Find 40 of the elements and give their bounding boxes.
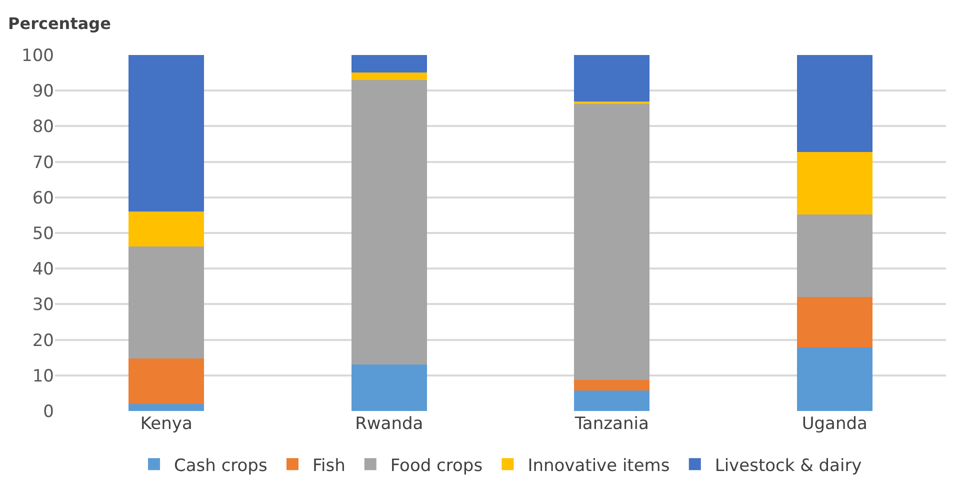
y-tick-label: 80 [32,117,54,138]
x-tick-label: Tanzania [574,414,649,434]
bar [351,72,427,80]
bar [128,358,204,404]
y-tick-label: 50 [32,224,54,244]
bar [128,211,204,247]
bar [574,55,650,102]
bar [128,55,204,212]
bar [128,246,204,358]
legend-label: Cash crops [174,456,268,476]
bar [796,348,872,411]
bar [128,404,204,411]
y-tick-label: 70 [32,152,54,173]
bar [351,364,427,411]
legend-label: Fish [312,456,346,476]
y-tick-label: 10 [32,366,54,386]
legend-label: Food crops [390,456,483,476]
y-axis-title: Percentage [8,14,112,33]
bar [796,297,872,348]
y-tick-label: 20 [32,330,54,351]
bar [796,55,872,152]
y-tick-label: 90 [32,82,54,102]
x-tick-label: Uganda [802,414,868,434]
x-tick-label: Rwanda [355,414,424,434]
y-tick-label: 30 [32,295,54,316]
y-tick-label: 100 [22,46,54,66]
bar [574,103,650,380]
bar [796,152,872,214]
y-tick-label: 40 [32,260,54,280]
x-tick-label: Kenya [140,414,192,434]
bar [796,214,872,298]
bar [574,380,650,391]
y-tick-label: 0 [43,402,54,422]
legend-label: Livestock & dairy [714,456,862,476]
bar [574,101,650,104]
bar [574,390,650,411]
bar [351,80,427,365]
bar [351,55,427,72]
legend-label: Innovative items [528,456,670,476]
y-tick-label: 60 [32,188,54,208]
